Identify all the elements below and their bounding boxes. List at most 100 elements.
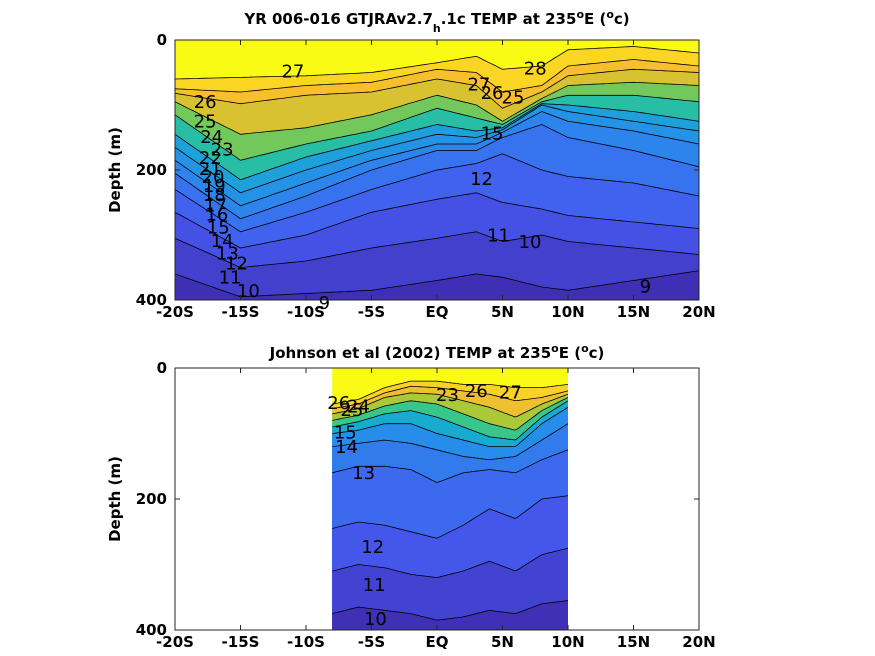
x-tick-label: EQ — [426, 303, 449, 321]
isotherm-10 — [332, 600, 568, 621]
x-tick-label: -10S — [287, 633, 325, 651]
contour-label: 27 — [467, 75, 490, 96]
contour-label: 27 — [281, 62, 304, 83]
isotherm-23 — [332, 392, 568, 418]
isotherm-10 — [175, 231, 699, 268]
contour-label: 25 — [340, 400, 363, 421]
isotherm-11 — [332, 547, 568, 578]
contour-label: 19 — [203, 176, 226, 197]
y-tick-label: 400 — [136, 291, 167, 309]
isotherm-26 — [175, 59, 699, 93]
bottom-x-axis: -20S -15S -10S -5S EQ 5N 10N 15N 20N — [156, 368, 716, 651]
top-contour-field — [175, 40, 699, 300]
bottom-panel: Johnson et al (2002) TEMP at 235oE (oc) … — [106, 342, 716, 651]
isotherm-12 — [175, 153, 699, 233]
contour-label: 20 — [202, 167, 225, 188]
isotherm-13 — [175, 124, 699, 220]
contour-label: 15 — [207, 218, 230, 239]
x-tick-label: -20S — [156, 633, 194, 651]
x-tick-label: 10N — [551, 633, 584, 651]
contour-label: 17 — [204, 195, 227, 216]
bottom-y-axis-label: Depth (m) — [106, 456, 124, 542]
isotherm-26 — [332, 380, 568, 405]
contour-label: 23 — [211, 140, 234, 161]
y-tick-label: 200 — [136, 161, 167, 179]
contour-label: 26 — [327, 393, 350, 414]
isotherm-25 — [175, 68, 699, 109]
contour-label: 25 — [502, 88, 525, 109]
contour-label: 13 — [216, 244, 239, 265]
contour-label: 25 — [194, 112, 217, 133]
x-tick-label: 15N — [617, 303, 650, 321]
isotherm-band-10 — [332, 600, 568, 630]
isotherm-13 — [332, 449, 568, 483]
isotherm-band-10 — [175, 231, 699, 300]
contour-label: 26 — [465, 381, 488, 402]
top-y-axis: 0 200 400 — [136, 31, 699, 309]
isotherm-17 — [332, 400, 568, 441]
top-y-axis-label: Depth (m) — [106, 127, 124, 213]
isotherm-14 — [175, 111, 699, 207]
bottom-contour-field — [332, 368, 568, 630]
bottom-title: Johnson et al (2002) TEMP at 235oE (oc) — [269, 342, 605, 362]
x-tick-label: 20N — [682, 303, 715, 321]
contour-label: 14 — [211, 231, 234, 252]
contour-label: 12 — [361, 537, 384, 558]
contour-label: 27 — [499, 383, 522, 404]
contour-label: 22 — [199, 148, 222, 169]
isotherm-band-11 — [332, 548, 568, 630]
contour-label: 12 — [470, 169, 493, 190]
contour-label: 13 — [352, 463, 375, 484]
contour-label: 11 — [363, 575, 386, 596]
x-tick-label: -5S — [358, 633, 385, 651]
y-tick-label: 200 — [136, 490, 167, 508]
bottom-y-axis: 0 200 400 — [136, 359, 699, 639]
contour-label: 26 — [194, 92, 217, 113]
isotherm-11 — [175, 192, 699, 249]
y-tick-label: 400 — [136, 621, 167, 639]
contour-label: 23 — [436, 385, 459, 406]
contour-label: 10 — [237, 281, 260, 302]
contour-label: 9 — [319, 293, 330, 314]
y-tick-label: 0 — [157, 31, 167, 49]
x-tick-label: -10S — [287, 303, 325, 321]
isotherm-12 — [332, 495, 568, 539]
x-tick-label: 5N — [491, 633, 514, 651]
isotherm-19 — [175, 94, 699, 161]
contour-label: 24 — [347, 396, 370, 417]
x-tick-label: 20N — [682, 633, 715, 651]
isotherm-14 — [332, 423, 568, 461]
x-tick-label: 10N — [551, 303, 584, 321]
contour-label: 24 — [200, 127, 223, 148]
top-title: YR 006-016 GTJRAv2.7h.1c TEMP at 235oE (… — [243, 8, 629, 35]
isotherm-16 — [175, 103, 699, 181]
x-tick-label: 5N — [491, 303, 514, 321]
isotherm-15 — [175, 104, 699, 194]
x-tick-label: -5S — [358, 303, 385, 321]
isotherm-25 — [332, 385, 568, 409]
top-panel: YR 006-016 GTJRAv2.7h.1c TEMP at 235oE (… — [106, 8, 716, 321]
contour-label: 28 — [524, 58, 547, 79]
isotherm-22 — [175, 81, 699, 135]
top-x-axis: -20S -15S -10S -5S EQ 5N 10N 15N 20N — [156, 40, 716, 321]
x-tick-label: -15S — [222, 303, 260, 321]
x-tick-label: 15N — [617, 633, 650, 651]
isotherm-band-9 — [175, 270, 699, 300]
isotherm-20 — [332, 397, 568, 431]
contour-label: 21 — [199, 159, 222, 180]
contour-label: 10 — [364, 609, 387, 630]
contour-label: 11 — [219, 268, 242, 289]
contour-label: 10 — [519, 232, 542, 253]
contour-label: 16 — [205, 205, 228, 226]
contour-label: 26 — [481, 83, 504, 104]
contour-label: 11 — [487, 225, 510, 246]
contour-label: 12 — [225, 253, 248, 274]
isotherm-27 — [175, 46, 699, 80]
contour-label: 15 — [481, 123, 504, 144]
isotherm-9 — [175, 270, 699, 298]
contour-label: 14 — [335, 437, 358, 458]
isotherm-15 — [332, 406, 568, 447]
x-tick-label: EQ — [426, 633, 449, 651]
